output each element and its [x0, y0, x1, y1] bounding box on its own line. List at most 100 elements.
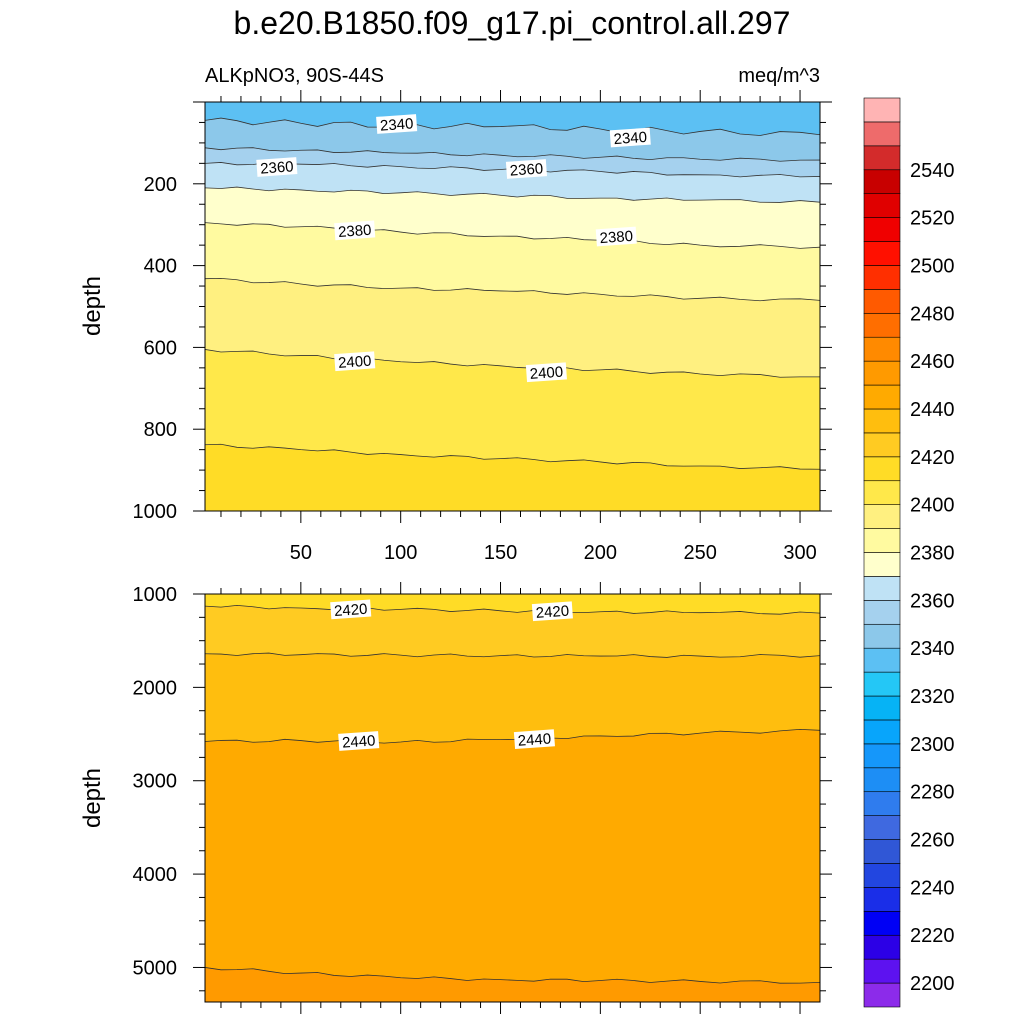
- colorbar-label-2540: 2540: [910, 160, 955, 182]
- units-subtitle: meq/m^3: [738, 65, 820, 87]
- colorbar-box-2290: [863, 743, 901, 769]
- lower-contour-2450: [204, 967, 821, 984]
- colorbar-box-2340: [863, 623, 901, 649]
- lower-band-1: [204, 605, 821, 658]
- chart-title: b.e20.B1850.f09_g17.pi_control.all.297: [234, 5, 791, 41]
- upper-contour-label-4: 2380: [334, 220, 376, 241]
- colorbar-label-2220: 2220: [910, 925, 955, 947]
- colorbar-box-2360: [863, 576, 901, 601]
- upper-contour-label-text-0: 2340: [379, 115, 413, 134]
- lower-contour-2420: [204, 604, 821, 615]
- upper-contour-label-text-2: 2360: [260, 158, 294, 177]
- upper-xtick-label-250: 250: [684, 542, 717, 564]
- lower-contour-label-1: 2420: [531, 601, 573, 622]
- left-subtitle: ALKpNO3, 90S-44S: [205, 65, 384, 87]
- colorbar-label-2420: 2420: [910, 447, 955, 469]
- colorbar-label-2360: 2360: [910, 590, 955, 612]
- upper-contour-label-7: 2400: [525, 362, 567, 383]
- upper-contour-label-5: 2380: [595, 226, 637, 247]
- lower-ytick-label-3000: 3000: [133, 771, 178, 793]
- colorbar-box-2230: [863, 887, 901, 912]
- lower-ytick-label-2000: 2000: [133, 677, 178, 699]
- colorbar-label-2480: 2480: [910, 303, 955, 325]
- colorbar-box-2500: [863, 241, 901, 266]
- lower-ytick-label-1000: 1000: [133, 584, 178, 606]
- upper-contour-2390: [204, 277, 821, 302]
- lower-contour-label-text-3: 2440: [517, 731, 551, 750]
- colorbar-box-2190: [863, 982, 901, 1008]
- lower-frame: [204, 593, 821, 1003]
- upper-contour-label-text-6: 2400: [338, 353, 372, 372]
- colorbar-box-2410: [863, 456, 901, 482]
- upper-contour-label-text-1: 2340: [613, 129, 647, 148]
- colorbar-box-2330: [863, 647, 901, 673]
- colorbar: 2200 2220 2240 2260 2280 2300 2320 2340 2360 2380…: [863, 97, 955, 1008]
- colorbar-box-2200: [863, 958, 901, 984]
- colorbar-box-2350: [863, 600, 901, 625]
- lower-panel: 2420 2420 2440 2440 1000 2000 3000 4000 5000: [133, 582, 832, 1014]
- upper-xtick-label-50: 50: [290, 542, 312, 564]
- lower-contour-2440: [204, 728, 821, 744]
- upper-xtick-label-150: 150: [484, 542, 517, 564]
- lower-contour-label-2: 2440: [338, 731, 380, 752]
- upper-contour-label-0: 2340: [376, 114, 418, 135]
- upper-contour-2370: [204, 186, 821, 203]
- upper-contour-2400: [204, 349, 821, 378]
- upper-xtick-label-100: 100: [384, 542, 417, 564]
- upper-xtick-label-300: 300: [783, 542, 816, 564]
- upper-xtick-label-200: 200: [584, 542, 617, 564]
- lower-contour-2430: [204, 652, 821, 658]
- colorbar-label-2400: 2400: [910, 495, 955, 517]
- lower-ytick-label-5000: 5000: [133, 957, 178, 979]
- colorbar-box-2440: [863, 384, 901, 410]
- colorbar-label-2500: 2500: [910, 255, 955, 277]
- upper-contour-label-6: 2400: [334, 351, 376, 372]
- lower-contour-label-text-2: 2440: [342, 732, 376, 751]
- upper-contour-label-1: 2340: [609, 127, 651, 148]
- upper-contour-2340: [204, 117, 821, 136]
- colorbar-label-2300: 2300: [910, 734, 955, 756]
- colorbar-box-2310: [863, 695, 901, 721]
- colorbar-box-2250: [863, 839, 901, 864]
- colorbar-box-2510: [863, 217, 901, 242]
- colorbar-box-2560: [863, 97, 901, 123]
- colorbar-box-2530: [863, 169, 901, 194]
- upper-ytick-label-400: 400: [144, 256, 177, 278]
- colorbar-box-2220: [863, 911, 901, 936]
- upper-ytick-label-600: 600: [144, 337, 177, 359]
- upper-contour-label-text-5: 2380: [599, 228, 633, 247]
- upper-contour-2360: [204, 162, 821, 178]
- colorbar-label-2320: 2320: [910, 686, 955, 708]
- lower-contour-label-text-0: 2420: [334, 601, 368, 620]
- upper-contour-2380: [204, 222, 821, 249]
- colorbar-box-2520: [863, 193, 901, 218]
- colorbar-box-2490: [863, 265, 901, 290]
- colorbar-box-2540: [863, 145, 901, 171]
- colorbar-box-2550: [863, 121, 901, 147]
- lower-ylabel: depth: [79, 768, 106, 828]
- colorbar-box-2430: [863, 408, 901, 434]
- upper-contour-label-3: 2360: [505, 159, 547, 180]
- lower-contour-label-0: 2420: [330, 599, 372, 620]
- colorbar-box-2270: [863, 791, 901, 816]
- colorbar-box-2260: [863, 815, 901, 840]
- upper-ytick-label-200: 200: [144, 174, 177, 196]
- upper-contour-2350: [204, 147, 821, 162]
- lower-ytick-label-4000: 4000: [133, 864, 178, 886]
- upper-ylabel: depth: [79, 276, 106, 336]
- colorbar-box-2320: [863, 671, 901, 697]
- upper-ytick-label-1000: 1000: [133, 501, 178, 523]
- colorbar-box-2420: [863, 432, 901, 458]
- upper-ytick-label-800: 800: [144, 419, 177, 441]
- colorbar-label-2340: 2340: [910, 638, 955, 660]
- lower-contour-label-text-1: 2420: [535, 603, 569, 622]
- colorbar-label-2280: 2280: [910, 782, 955, 804]
- upper-contour-label-text-3: 2360: [509, 160, 543, 179]
- colorbar-label-2440: 2440: [910, 399, 955, 421]
- upper-contour-label-text-4: 2380: [338, 222, 372, 241]
- colorbar-label-2520: 2520: [910, 208, 955, 230]
- colorbar-box-2470: [863, 312, 901, 338]
- colorbar-box-2480: [863, 289, 901, 314]
